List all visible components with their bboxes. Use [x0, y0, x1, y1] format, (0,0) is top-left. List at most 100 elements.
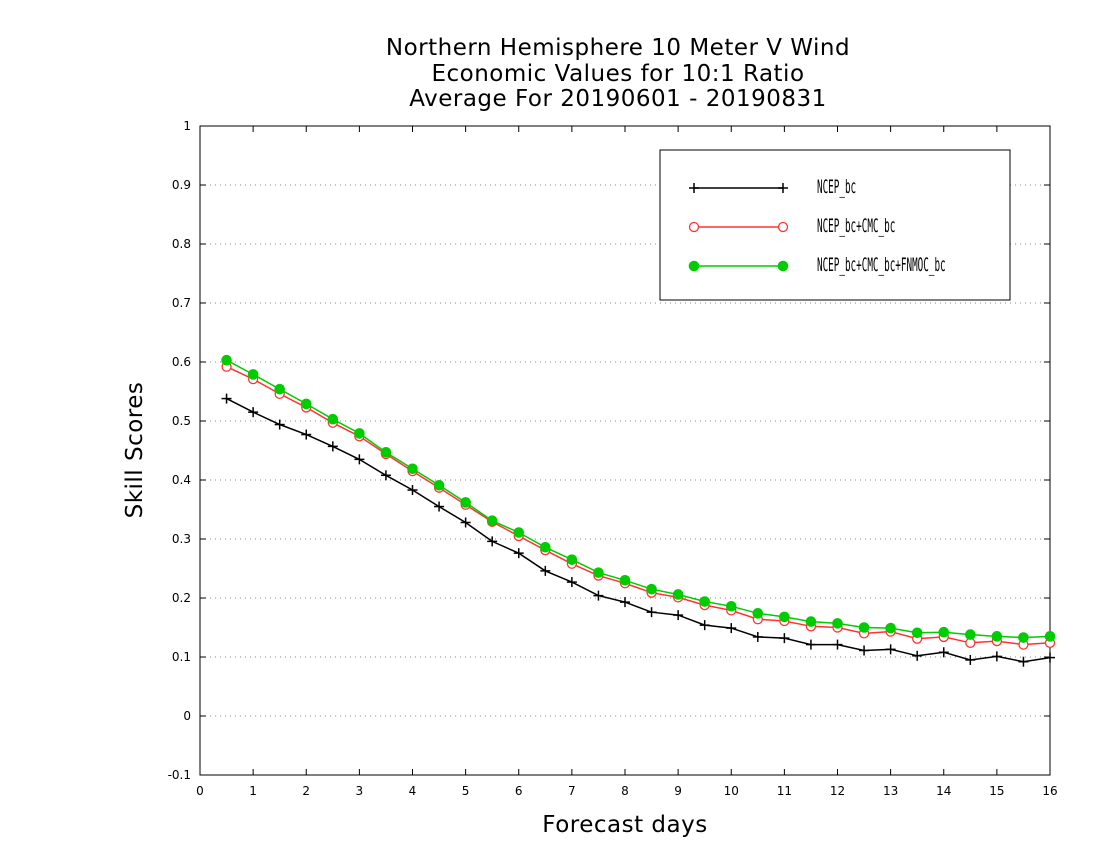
legend-item: NCEP_bc: [689, 178, 856, 198]
legend-marker: [688, 260, 700, 272]
data-point: [380, 470, 391, 481]
data-point: [991, 651, 1002, 662]
title-line-3: Average For 20190601 - 20190831: [409, 86, 827, 112]
data-point: [646, 607, 657, 618]
data-point: [620, 597, 630, 608]
data-point: [247, 369, 259, 380]
x-tick-label: 1: [249, 784, 257, 798]
data-point: [221, 393, 232, 404]
data-point: [885, 644, 896, 655]
x-tick-label: 0: [196, 784, 204, 798]
data-point: [1045, 652, 1055, 663]
x-tick-label: 8: [621, 784, 629, 798]
data-point: [513, 548, 524, 559]
x-tick-label: 3: [356, 784, 364, 798]
data-point: [1044, 631, 1056, 642]
data-point: [673, 610, 684, 621]
data-point: [885, 622, 896, 634]
data-point: [699, 596, 710, 607]
x-tick-label: 12: [830, 784, 845, 798]
x-tick-label: 7: [568, 784, 576, 798]
series-1: [221, 393, 1055, 667]
y-tick-label: 0.3: [172, 532, 191, 546]
data-point: [832, 639, 843, 650]
data-point: [726, 623, 737, 634]
data-point: [725, 600, 737, 612]
legend-marker: [689, 183, 699, 193]
data-point: [858, 622, 870, 633]
y-tick-label: -0.1: [168, 768, 191, 782]
data-point: [965, 654, 976, 665]
data-point: [486, 515, 498, 527]
legend-label: NCEP_bc+CMC_bc: [817, 217, 895, 237]
data-point: [327, 441, 338, 452]
legend-label: NCEP_bc: [817, 178, 856, 198]
data-point: [965, 629, 976, 640]
chart-title: Northern Hemisphere 10 Meter V Wind Econ…: [0, 35, 1100, 113]
y-tick-label: 0.4: [172, 473, 191, 487]
data-point: [938, 626, 950, 638]
y-tick-label: 0: [183, 709, 191, 723]
data-point: [805, 616, 817, 627]
x-tick-label: 9: [674, 784, 682, 798]
axes: -0.100.10.20.30.40.50.60.70.80.910 1 2 3 4 5 6…: [168, 119, 1058, 798]
x-tick-label: 14: [936, 784, 951, 798]
data-point: [540, 541, 551, 553]
data-point: [354, 428, 365, 439]
y-tick-label: 0.1: [172, 650, 191, 664]
y-tick-label: 0.2: [172, 591, 191, 605]
y-tick-label: 0.5: [172, 414, 191, 428]
data-point: [566, 554, 578, 565]
data-point: [221, 354, 232, 366]
data-point: [407, 463, 418, 475]
legend-marker: [777, 221, 789, 233]
data-point: [752, 608, 764, 619]
data-point: [779, 633, 790, 644]
data-point: [699, 620, 710, 631]
data-point: [938, 647, 949, 658]
legend-box: [659, 149, 1011, 301]
x-tick-label: 10: [724, 784, 739, 798]
y-tick-label: 1: [183, 119, 191, 133]
data-point: [619, 575, 631, 586]
data-point: [433, 480, 445, 491]
series-3: [221, 354, 1056, 643]
data-point: [566, 577, 577, 588]
data-point: [991, 631, 1003, 642]
title-line-2: Economic Values for 10:1 Ratio: [431, 60, 805, 87]
legend: NCEP_bc NCEP_bc+CMC_bc NCEP_bc+CMC_bc+FNMO…: [659, 149, 1011, 301]
data-point: [752, 631, 763, 642]
data-point: [779, 611, 790, 623]
data-point: [487, 536, 498, 547]
x-tick-label: 13: [883, 784, 898, 798]
x-tick-label: 16: [1042, 784, 1057, 798]
data-point: [300, 398, 312, 410]
data-point: [513, 527, 525, 538]
data-point: [460, 517, 471, 528]
legend-item: NCEP_bc+CMC_bc+FNMOC_bc: [688, 256, 946, 276]
x-tick-label: 2: [302, 784, 310, 798]
data-point: [912, 650, 923, 661]
y-tick-label: 0.9: [172, 178, 191, 192]
data-point: [460, 497, 471, 508]
data-point: [274, 383, 285, 395]
y-axis-label: Skill Scores: [122, 382, 148, 519]
x-tick-label: 11: [777, 784, 792, 798]
series-2: [221, 361, 1056, 650]
series-line: [226, 366, 1051, 646]
data-point: [859, 645, 870, 656]
data-point: [274, 419, 285, 430]
x-tick-label: 5: [462, 784, 470, 798]
x-tick-label: 15: [989, 784, 1004, 798]
data-point: [593, 567, 604, 578]
data-point: [327, 413, 339, 425]
data-point: [407, 485, 418, 496]
legend-item: NCEP_bc+CMC_bc: [688, 217, 895, 237]
data-point: [832, 618, 843, 629]
series-layer: [221, 354, 1056, 667]
legend-marker: [688, 221, 700, 233]
data-point: [354, 454, 365, 465]
data-point: [646, 583, 657, 595]
data-point: [805, 639, 816, 650]
